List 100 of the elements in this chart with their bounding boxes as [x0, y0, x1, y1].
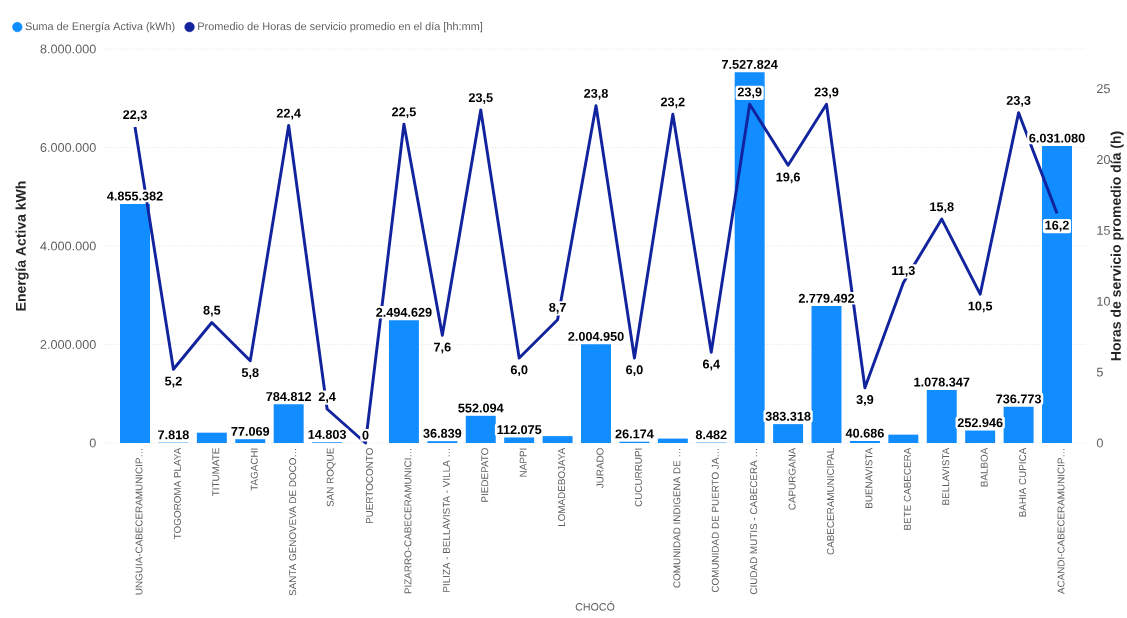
y2-tick-label: 15: [1097, 225, 1110, 235]
data-label: 22,5: [392, 107, 416, 119]
y2-axis-title: Horas de servicio promedio día (h): [1110, 131, 1124, 361]
y-tick-label: 2.000.000: [40, 340, 96, 349]
bar: [504, 437, 535, 443]
bar: [888, 434, 919, 443]
x-tick-label: BUENAVISTA: [865, 447, 873, 508]
bar: [120, 203, 150, 443]
x-tick-label: NAPPI: [519, 448, 527, 477]
x-tick-label: JURADO: [596, 448, 604, 489]
data-label: 2,4: [318, 392, 336, 403]
bar: [965, 430, 996, 443]
bar: [388, 320, 419, 443]
data-label: 16,2: [1045, 220, 1069, 232]
data-label: 2.494.629: [376, 307, 432, 317]
data-label: 0: [362, 430, 369, 440]
data-label: 19,6: [776, 172, 800, 184]
data-label: 784.812: [266, 392, 312, 402]
data-label: 6,0: [626, 365, 643, 377]
y-tick-label: 8.000.000: [40, 44, 96, 54]
bar: [273, 404, 304, 443]
data-label: 2.779.492: [798, 293, 855, 303]
bar: [465, 415, 496, 443]
x-tick-label: BELLAVISTA: [942, 447, 950, 505]
x-tick-label: TAGACHI: [250, 448, 258, 491]
x-tick-label: CABECERAMUNICIPAL: [827, 448, 835, 555]
x-tick-label: COMUNIDAD DE PUERTO JA…: [711, 449, 719, 593]
data-label: 15,8: [930, 202, 954, 214]
x-tick-label: PIEDEPATO: [481, 448, 489, 502]
data-label: 112.075: [497, 425, 542, 435]
x-tick-label: CAPURGANA: [788, 447, 796, 510]
x-tick-label: COMUNIDAD INDIGENA DE …: [673, 449, 681, 588]
data-label: 2.004.950: [568, 331, 624, 341]
y-tick-label: 0: [89, 438, 96, 448]
data-label: 7,6: [434, 342, 451, 354]
data-label: 23,9: [814, 87, 839, 99]
bar: [581, 344, 611, 443]
bar: [542, 436, 573, 443]
data-label: 10,5: [968, 301, 993, 313]
data-label: 23,5: [468, 93, 493, 104]
data-label: 77.069: [231, 426, 270, 436]
bar: [1003, 406, 1034, 443]
data-label: 5,8: [241, 368, 259, 379]
data-label: 8,7: [549, 302, 566, 314]
bar: [811, 306, 842, 443]
x-tick-label: TOGOROMA PLAYA: [173, 447, 181, 540]
data-label: 40.686: [845, 428, 884, 438]
x-tick-label: LOMADEBOJAYA: [558, 447, 566, 527]
data-label: 552.094: [458, 403, 504, 413]
data-label: 23,3: [1006, 95, 1031, 107]
x-tick-label: BETE CABECERA: [903, 447, 911, 530]
x-tick-label: SAN ROQUE: [326, 448, 336, 507]
y2-tick-label: 0: [1096, 438, 1103, 448]
x-tick-label: PUERTOCONTO: [366, 448, 374, 524]
data-label: 6.031.080: [1029, 133, 1085, 143]
y-tick-label: 4.000.000: [40, 241, 96, 251]
x-axis-title: CHOCÓ: [575, 601, 615, 611]
data-label: 5,2: [165, 376, 182, 388]
x-tick-label: SANTA GENOVEVA DE DOCO…: [289, 449, 297, 596]
data-label: 6,4: [702, 359, 720, 371]
y-tick-label: 6.000.000: [40, 143, 96, 152]
data-label: 383.318: [765, 411, 811, 421]
data-label: 8,5: [203, 305, 221, 317]
legend-label: Suma de Energía Activa (kWh): [25, 21, 175, 33]
y2-tick-label: 10: [1097, 296, 1110, 306]
bar: [926, 389, 957, 443]
bar: [196, 432, 227, 443]
x-tick-label: ACANDI-CABECERAMUNICIP…: [1057, 449, 1065, 595]
x-tick-label: CUCURRUPI: [634, 448, 642, 507]
x-tick-label: CIUDAD MUTIS - CABECERA …: [750, 449, 758, 595]
data-label: 22,4: [276, 108, 301, 120]
x-tick-label: UNGUIA-CABECERAMUNICIP…: [135, 449, 143, 595]
data-label: 736.773: [996, 394, 1042, 404]
legend-label: Promedio de Horas de servicio promedio en el día [hh:mm]: [198, 21, 483, 33]
bar: [657, 438, 688, 443]
x-tick-label: TITUMATE: [212, 448, 220, 497]
data-label: 11,3: [892, 266, 915, 277]
data-label: 23,2: [660, 97, 685, 109]
data-label: 23,8: [584, 88, 608, 100]
y2-tick-label: 5: [1096, 367, 1103, 377]
data-label: 3,9: [856, 395, 874, 406]
x-tick-label: PILIZA - BELLAVISTA - VILLA …: [442, 449, 450, 592]
data-label: 4.855.382: [107, 191, 163, 201]
y2-tick-label: 20: [1097, 155, 1110, 165]
data-label: 8.482: [695, 430, 727, 440]
x-tick-label: BALBOA: [980, 447, 988, 487]
bar: [1042, 145, 1072, 443]
data-label: 22,3: [123, 110, 147, 121]
data-label: 23,9: [737, 87, 762, 99]
data-label: 252.946: [957, 418, 1003, 428]
bar: [773, 424, 804, 443]
x-tick-label: BAHIA CUPICA: [1019, 447, 1027, 517]
data-label: 1.078.347: [914, 377, 970, 387]
x-tick-label: PIZARRO-CABECERAMUNICI…: [404, 449, 412, 594]
y-axis-title: Energía Activa kWh: [15, 181, 29, 311]
data-label: 7.527.824: [722, 59, 778, 69]
y2-tick-label: 25: [1097, 84, 1110, 94]
data-label: 14.803: [308, 429, 346, 439]
data-label: 36.839: [423, 428, 462, 438]
data-label: 7.818: [158, 430, 189, 440]
